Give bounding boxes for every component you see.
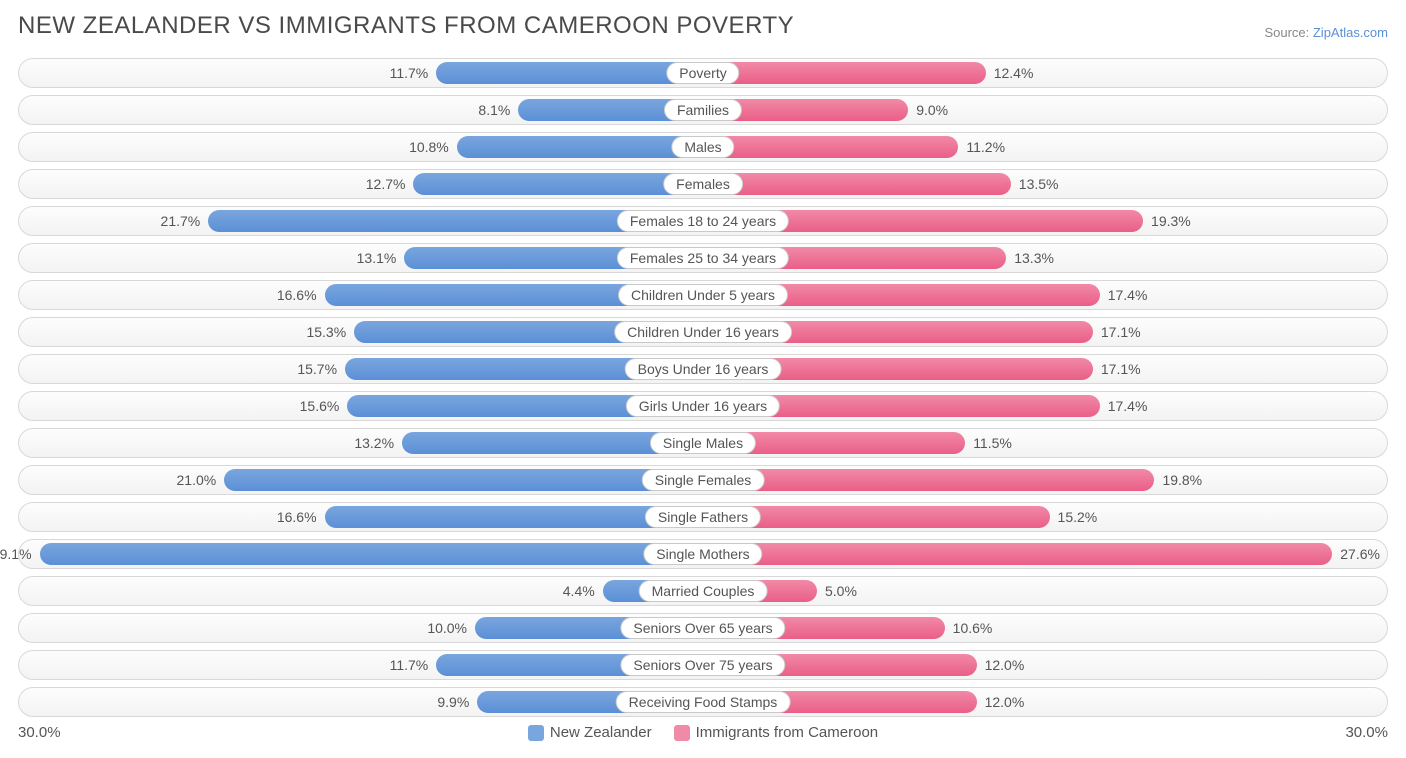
- value-label-left: 15.3%: [306, 318, 346, 346]
- value-label-left: 13.2%: [354, 429, 394, 457]
- value-label-right: 5.0%: [825, 577, 857, 605]
- chart-row: 15.6% 17.4% Girls Under 16 years: [18, 391, 1388, 421]
- chart-row: 12.7% 13.5% Females: [18, 169, 1388, 199]
- value-label-left: 16.6%: [277, 281, 317, 309]
- value-label-right: 9.0%: [916, 96, 948, 124]
- category-badge: Boys Under 16 years: [625, 358, 782, 380]
- axis-max-right: 30.0%: [1345, 724, 1388, 741]
- value-label-left: 4.4%: [563, 577, 595, 605]
- chart-row: 8.1% 9.0% Families: [18, 95, 1388, 125]
- value-label-right: 12.0%: [985, 651, 1025, 679]
- bar-left: [40, 543, 703, 565]
- value-label-left: 15.6%: [300, 392, 340, 420]
- category-badge: Males: [671, 136, 734, 158]
- value-label-right: 19.3%: [1151, 207, 1191, 235]
- legend-label-right: Immigrants from Cameroon: [696, 724, 879, 741]
- category-badge: Children Under 5 years: [618, 284, 788, 306]
- chart-row: 4.4% 5.0% Married Couples: [18, 576, 1388, 606]
- chart-row: 11.7% 12.4% Poverty: [18, 58, 1388, 88]
- value-label-left: 16.6%: [277, 503, 317, 531]
- value-label-right: 13.5%: [1019, 170, 1059, 198]
- chart-row: 10.0% 10.6% Seniors Over 65 years: [18, 613, 1388, 643]
- chart-row: 10.8% 11.2% Males: [18, 132, 1388, 162]
- value-label-left: 10.0%: [427, 614, 467, 642]
- value-label-left: 21.0%: [177, 466, 217, 494]
- category-badge: Families: [664, 99, 742, 121]
- chart-row: 13.2% 11.5% Single Males: [18, 428, 1388, 458]
- source-link[interactable]: ZipAtlas.com: [1313, 25, 1388, 40]
- value-label-right: 17.1%: [1101, 318, 1141, 346]
- legend-swatch-left: [528, 725, 544, 741]
- value-label-left: 8.1%: [478, 96, 510, 124]
- legend-swatch-right: [674, 725, 690, 741]
- value-label-left: 10.8%: [409, 133, 449, 161]
- value-label-left: 11.7%: [390, 59, 429, 87]
- chart-row: 13.1% 13.3% Females 25 to 34 years: [18, 243, 1388, 273]
- value-label-right: 13.3%: [1014, 244, 1054, 272]
- category-badge: Girls Under 16 years: [626, 395, 780, 417]
- chart-footer: 30.0% New Zealander Immigrants from Came…: [18, 724, 1388, 741]
- category-badge: Children Under 16 years: [614, 321, 792, 343]
- value-label-left: 15.7%: [297, 355, 337, 383]
- bar-right: [703, 543, 1332, 565]
- category-badge: Females 25 to 34 years: [617, 247, 789, 269]
- category-badge: Seniors Over 65 years: [620, 617, 785, 639]
- butterfly-chart: 11.7% 12.4% Poverty 8.1% 9.0% Families 10.8% 11…: [18, 58, 1388, 717]
- chart-row: 21.0% 19.8% Single Females: [18, 465, 1388, 495]
- source-prefix: Source:: [1264, 25, 1312, 40]
- bar-left: [457, 136, 703, 158]
- category-badge: Poverty: [666, 62, 739, 84]
- legend-item-right: Immigrants from Cameroon: [674, 724, 879, 741]
- source-attribution: Source: ZipAtlas.com: [1264, 25, 1388, 40]
- legend-item-left: New Zealander: [528, 724, 652, 741]
- category-badge: Single Fathers: [645, 506, 761, 528]
- value-label-right: 27.6%: [1340, 540, 1380, 568]
- value-label-right: 12.4%: [994, 59, 1034, 87]
- value-label-left: 9.9%: [437, 688, 469, 716]
- value-label-right: 11.5%: [973, 429, 1012, 457]
- bar-left: [436, 62, 703, 84]
- value-label-right: 17.4%: [1108, 392, 1148, 420]
- axis-max-left: 30.0%: [18, 724, 61, 741]
- category-badge: Single Females: [642, 469, 765, 491]
- value-label-right: 15.2%: [1058, 503, 1098, 531]
- chart-row: 29.1%27.6%Single Mothers: [18, 539, 1388, 569]
- category-badge: Females 18 to 24 years: [617, 210, 789, 232]
- value-label-right: 12.0%: [985, 688, 1025, 716]
- bar-left: [413, 173, 703, 195]
- value-label-left: 13.1%: [357, 244, 397, 272]
- category-badge: Married Couples: [639, 580, 768, 602]
- value-label-right: 10.6%: [953, 614, 993, 642]
- bar-right: [703, 173, 1011, 195]
- value-label-left: 11.7%: [390, 651, 429, 679]
- category-badge: Single Mothers: [643, 543, 762, 565]
- bar-right: [703, 62, 986, 84]
- chart-row: 15.7% 17.1% Boys Under 16 years: [18, 354, 1388, 384]
- value-label-left: 29.1%: [0, 540, 32, 568]
- value-label-right: 17.4%: [1108, 281, 1148, 309]
- bar-left: [224, 469, 703, 491]
- chart-row: 16.6% 15.2% Single Fathers: [18, 502, 1388, 532]
- category-badge: Single Males: [650, 432, 756, 454]
- category-badge: Receiving Food Stamps: [616, 691, 791, 713]
- value-label-left: 21.7%: [161, 207, 201, 235]
- chart-title: NEW ZEALANDER VS IMMIGRANTS FROM CAMEROO…: [18, 12, 794, 40]
- value-label-left: 12.7%: [366, 170, 406, 198]
- bar-right: [703, 469, 1154, 491]
- legend: New Zealander Immigrants from Cameroon: [528, 724, 878, 741]
- legend-label-left: New Zealander: [550, 724, 652, 741]
- category-badge: Females: [663, 173, 743, 195]
- chart-row: 15.3% 17.1% Children Under 16 years: [18, 317, 1388, 347]
- value-label-right: 19.8%: [1162, 466, 1202, 494]
- value-label-right: 17.1%: [1101, 355, 1141, 383]
- chart-row: 9.9% 12.0% Receiving Food Stamps: [18, 687, 1388, 717]
- chart-row: 21.7% 19.3% Females 18 to 24 years: [18, 206, 1388, 236]
- bar-right: [703, 136, 958, 158]
- chart-row: 11.7% 12.0% Seniors Over 75 years: [18, 650, 1388, 680]
- chart-row: 16.6% 17.4% Children Under 5 years: [18, 280, 1388, 310]
- category-badge: Seniors Over 75 years: [620, 654, 785, 676]
- value-label-right: 11.2%: [966, 133, 1005, 161]
